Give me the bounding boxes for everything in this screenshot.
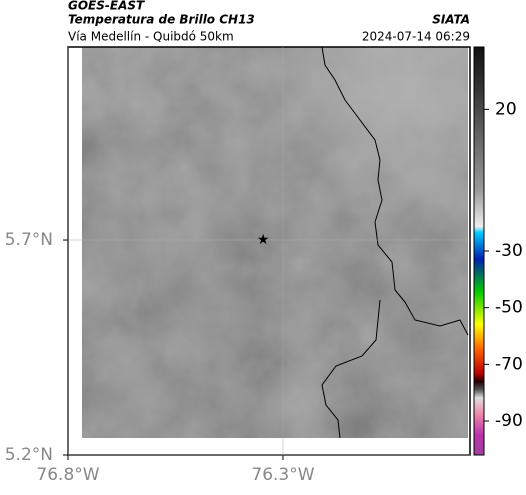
boundary xyxy=(321,299,381,439)
colorbar-tick-label: -70 xyxy=(495,354,523,374)
boundary xyxy=(321,46,469,336)
subtitle: Temperatura de Brillo CH13 xyxy=(68,13,255,27)
x-tick-label: 76.8°W xyxy=(36,465,99,485)
colorbar xyxy=(473,46,485,456)
bright-area xyxy=(82,47,468,438)
source: SIATA xyxy=(432,13,470,27)
datetime: 2024-07-14 06:29 xyxy=(362,30,470,44)
x-tick-label: 76.3°W xyxy=(251,465,314,485)
colorbar-tick-label: -50 xyxy=(495,298,523,318)
title: GOES-EAST xyxy=(68,0,145,13)
location-marker: ★ xyxy=(257,232,270,248)
location: Vía Medellín - Quibdó 50km xyxy=(68,30,234,44)
colorbar-tick-label: -30 xyxy=(495,241,523,261)
map xyxy=(67,46,471,456)
y-tick-label: 5.2°N xyxy=(5,445,53,465)
colorbar-tick-label: -90 xyxy=(495,411,523,431)
colorbar-tick-label: 20 xyxy=(495,99,517,119)
y-tick-label: 5.7°N xyxy=(5,230,53,250)
